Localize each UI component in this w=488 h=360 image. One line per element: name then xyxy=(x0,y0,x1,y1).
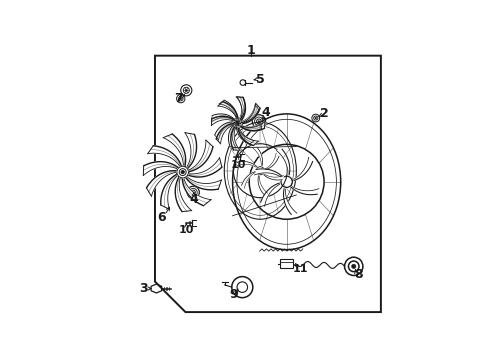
Text: 1: 1 xyxy=(246,44,254,57)
Polygon shape xyxy=(254,169,281,177)
Circle shape xyxy=(314,117,316,119)
Text: 6: 6 xyxy=(157,211,166,224)
Text: 3: 3 xyxy=(139,282,148,295)
Polygon shape xyxy=(293,157,312,180)
Polygon shape xyxy=(147,146,181,166)
Circle shape xyxy=(180,98,181,99)
Polygon shape xyxy=(236,97,245,120)
Polygon shape xyxy=(216,123,233,144)
Polygon shape xyxy=(146,171,176,196)
Polygon shape xyxy=(184,132,196,168)
Polygon shape xyxy=(276,149,289,175)
Polygon shape xyxy=(163,134,185,166)
Text: 4: 4 xyxy=(261,106,270,119)
Text: 4: 4 xyxy=(189,193,198,206)
Polygon shape xyxy=(175,178,191,212)
Polygon shape xyxy=(241,104,258,123)
Polygon shape xyxy=(237,161,256,167)
Polygon shape xyxy=(188,158,222,177)
Polygon shape xyxy=(263,174,283,180)
Circle shape xyxy=(235,121,237,123)
Polygon shape xyxy=(214,122,232,140)
Circle shape xyxy=(351,264,355,269)
Polygon shape xyxy=(228,125,236,148)
Circle shape xyxy=(181,170,184,174)
Text: 9: 9 xyxy=(229,288,238,301)
Text: 2: 2 xyxy=(319,107,328,120)
Text: 10: 10 xyxy=(230,160,245,170)
Polygon shape xyxy=(258,176,267,194)
Polygon shape xyxy=(241,172,255,188)
Polygon shape xyxy=(291,186,318,195)
Circle shape xyxy=(258,121,259,122)
Polygon shape xyxy=(219,100,237,118)
Polygon shape xyxy=(236,127,254,144)
Circle shape xyxy=(192,192,194,193)
Polygon shape xyxy=(211,114,233,122)
Polygon shape xyxy=(237,97,244,120)
Circle shape xyxy=(237,122,239,125)
Text: 5: 5 xyxy=(255,73,264,86)
Text: 10: 10 xyxy=(178,225,194,235)
Polygon shape xyxy=(211,116,234,125)
Polygon shape xyxy=(189,140,213,171)
Polygon shape xyxy=(238,128,258,145)
Text: 7: 7 xyxy=(174,92,183,105)
Polygon shape xyxy=(239,123,262,130)
Polygon shape xyxy=(241,122,264,131)
Polygon shape xyxy=(283,189,296,215)
Polygon shape xyxy=(161,175,177,209)
Polygon shape xyxy=(218,102,238,119)
Polygon shape xyxy=(230,127,240,150)
Polygon shape xyxy=(265,153,279,170)
Text: 8: 8 xyxy=(354,268,362,281)
Polygon shape xyxy=(242,103,260,123)
Bar xyxy=(280,259,292,268)
Circle shape xyxy=(185,89,187,91)
Text: 11: 11 xyxy=(292,264,307,274)
Polygon shape xyxy=(252,147,262,166)
Polygon shape xyxy=(182,179,211,206)
Polygon shape xyxy=(260,183,279,206)
Polygon shape xyxy=(143,162,178,175)
Polygon shape xyxy=(186,177,221,190)
